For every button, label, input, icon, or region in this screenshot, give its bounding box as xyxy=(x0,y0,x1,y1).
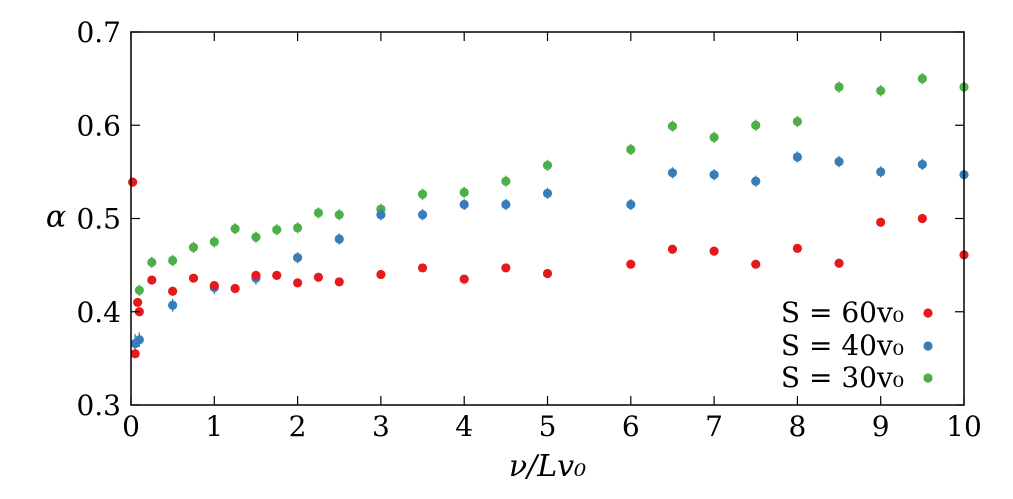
data-point xyxy=(917,159,927,170)
data-point xyxy=(230,224,240,234)
data-point xyxy=(334,277,344,287)
data-point xyxy=(876,217,886,227)
data-point xyxy=(501,199,511,210)
legend-label: S = 40v₀ xyxy=(781,329,904,362)
y-tick-label: 0.6 xyxy=(76,109,121,142)
plot-area xyxy=(128,73,969,359)
ticks: 0 1 2 3 4 5 6 7 8 9 10 0.3 0.4 0.5 0.6 0.7 xyxy=(76,16,981,443)
x-tick-label: 2 xyxy=(289,410,307,443)
data-point xyxy=(293,253,303,263)
legend-marker xyxy=(923,341,933,351)
data-point xyxy=(130,349,140,359)
data-point xyxy=(667,121,678,131)
data-point xyxy=(501,176,511,186)
data-point xyxy=(417,263,428,273)
data-point xyxy=(251,270,261,280)
y-tick-label: 0.7 xyxy=(76,16,121,49)
data-point xyxy=(876,167,886,177)
data-point xyxy=(293,223,303,233)
x-tick-label: 3 xyxy=(372,410,390,443)
legend-label: S = 60v₀ xyxy=(781,296,904,329)
data-point xyxy=(293,278,303,288)
x-tick-label: 5 xyxy=(539,410,557,443)
data-point xyxy=(168,300,178,310)
y-tick-label: 0.4 xyxy=(76,296,121,329)
data-point xyxy=(501,263,511,273)
data-point xyxy=(626,144,636,155)
data-point xyxy=(917,74,927,84)
data-point xyxy=(168,286,178,296)
legend-marker xyxy=(923,373,933,383)
data-point xyxy=(751,176,761,186)
data-point xyxy=(709,170,719,180)
data-point xyxy=(147,257,157,267)
data-point xyxy=(626,259,636,269)
data-point xyxy=(313,272,324,282)
data-point xyxy=(751,259,761,269)
x-tick-label: 7 xyxy=(705,410,723,443)
x-tick-label: 0 xyxy=(122,410,140,443)
data-point xyxy=(272,225,282,235)
y-axis-label: α xyxy=(46,200,66,235)
data-point xyxy=(134,335,144,345)
data-point xyxy=(209,237,219,247)
data-point xyxy=(542,188,553,198)
x-tick-label: 1 xyxy=(205,410,223,443)
data-point xyxy=(188,273,199,283)
legend-marker xyxy=(923,308,933,318)
data-point xyxy=(917,213,927,224)
legend-label: S = 30v₀ xyxy=(781,361,904,394)
data-point xyxy=(626,199,636,210)
x-tick-label: 6 xyxy=(622,410,640,443)
x-tick-label: 9 xyxy=(872,410,890,443)
data-point xyxy=(251,232,261,242)
x-tick-label: 8 xyxy=(788,410,806,443)
data-point xyxy=(667,168,678,178)
data-point xyxy=(376,269,386,280)
x-tick-label: 4 xyxy=(455,410,473,443)
data-point xyxy=(834,258,844,268)
data-point xyxy=(876,86,886,96)
data-point xyxy=(792,116,803,127)
data-point xyxy=(459,187,469,197)
data-point xyxy=(209,281,219,291)
data-point xyxy=(334,234,344,244)
data-point xyxy=(709,132,719,142)
data-point xyxy=(834,82,844,92)
data-point xyxy=(134,285,144,295)
data-point xyxy=(709,246,719,256)
y-tick-label: 0.5 xyxy=(76,203,121,236)
data-point xyxy=(168,255,178,266)
data-point xyxy=(417,210,428,220)
data-point xyxy=(542,160,553,170)
data-point xyxy=(792,152,803,162)
data-point xyxy=(334,210,344,220)
data-point xyxy=(188,242,199,253)
x-tick-label: 10 xyxy=(946,410,982,443)
data-point xyxy=(459,199,469,210)
data-point xyxy=(792,243,803,253)
data-point xyxy=(417,189,428,199)
series-group xyxy=(134,73,969,296)
data-point xyxy=(667,244,678,254)
data-point xyxy=(272,270,282,280)
data-point xyxy=(376,210,386,220)
data-point xyxy=(751,120,761,130)
data-point xyxy=(128,177,138,187)
data-point xyxy=(230,283,240,294)
series-group xyxy=(128,177,969,359)
data-point xyxy=(834,157,844,167)
data-point xyxy=(133,297,143,308)
data-point xyxy=(542,268,553,279)
data-point xyxy=(459,274,469,284)
data-point xyxy=(147,275,157,285)
y-tick-label: 0.3 xyxy=(76,389,121,422)
x-axis-label: ν/Lv₀ xyxy=(509,449,586,484)
series-group xyxy=(130,151,969,353)
data-point xyxy=(313,208,324,218)
